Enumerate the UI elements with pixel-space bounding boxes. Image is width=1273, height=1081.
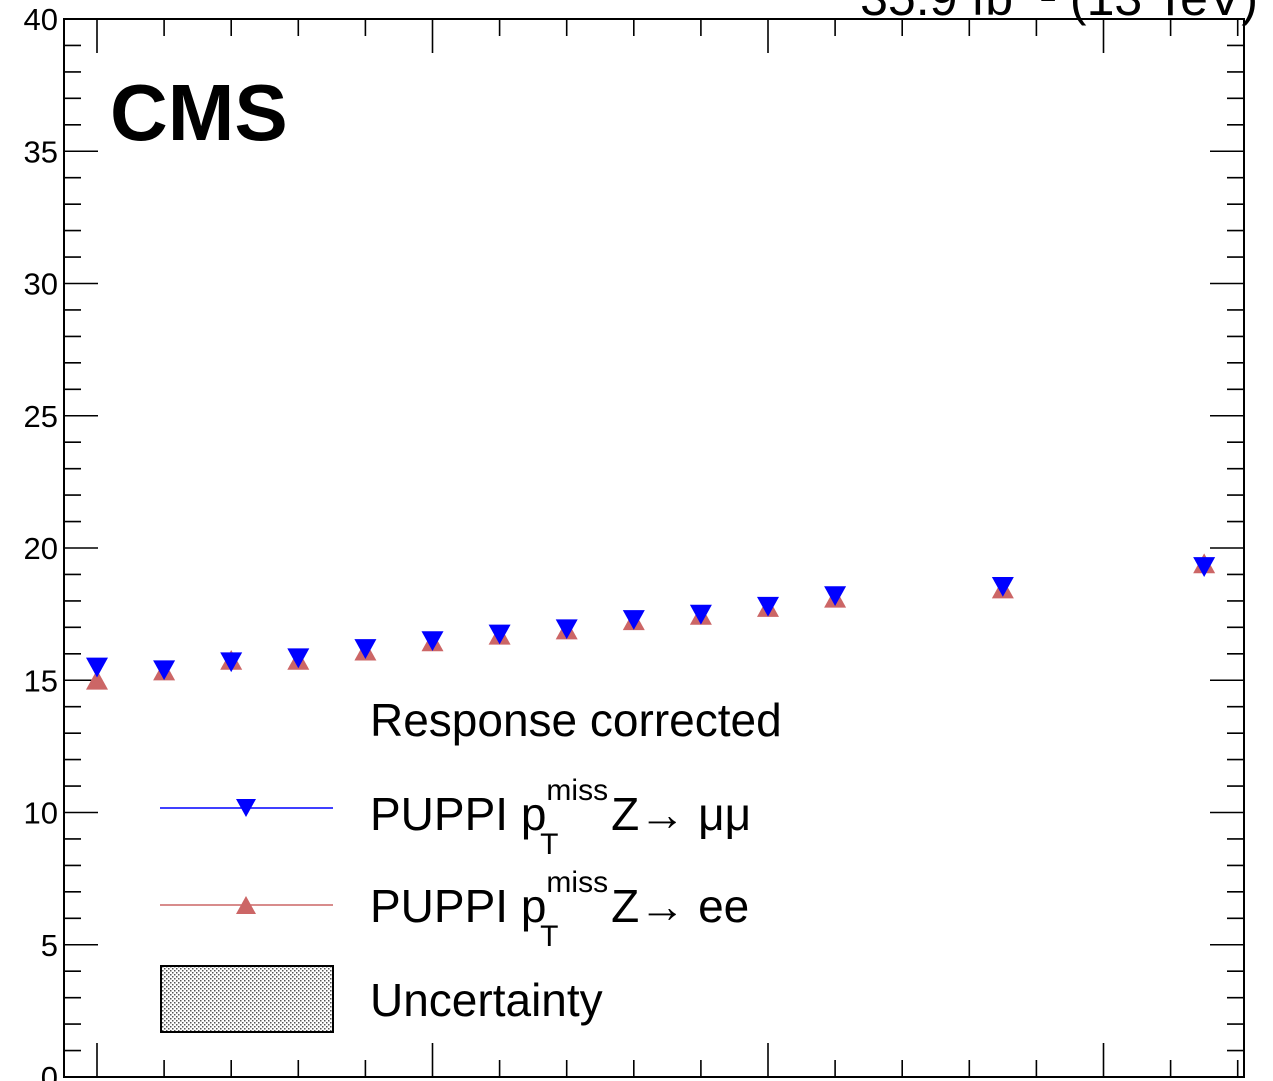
legend-entry-uncertainty: Uncertainty xyxy=(160,965,603,1033)
y-tick-labels: 0 5 10 15 20 25 30 35 40 xyxy=(24,2,58,1081)
legend-entry-mumu: PUPPI pmiss T Z→ μμ xyxy=(160,774,751,861)
legend: Response corrected PUPPI pmiss T Z→ μμ PU… xyxy=(160,694,782,1033)
y-tick-label: 35 xyxy=(24,134,58,169)
legend-uncertainty-swatch xyxy=(160,965,334,1033)
legend-label-mumu: PUPPI pmiss T Z→ μμ xyxy=(370,774,751,861)
y-tick-label: 15 xyxy=(24,663,58,698)
y-tick-label: 5 xyxy=(41,928,58,963)
data-point-mumu xyxy=(421,631,444,652)
data-point-ee xyxy=(86,669,108,690)
data-point-mumu xyxy=(220,652,243,673)
y-tick-label: 40 xyxy=(24,2,58,37)
data-point-mumu xyxy=(153,660,176,681)
data-markers xyxy=(86,553,1216,690)
data-point-mumu xyxy=(622,610,645,630)
plot-axes xyxy=(63,18,1245,1078)
legend-label-ee: PUPPI pmiss T Z→ ee xyxy=(370,866,749,953)
y-tick-label: 30 xyxy=(24,267,58,302)
data-point-mumu xyxy=(689,604,712,625)
data-point-mumu xyxy=(555,619,578,640)
data-point-mumu xyxy=(1193,557,1216,577)
y-tick-label: 25 xyxy=(24,399,58,434)
legend-marker-mumu xyxy=(236,799,256,817)
legend-marker-ee xyxy=(236,896,256,914)
y-tick-label: 10 xyxy=(24,796,58,831)
data-point-mumu xyxy=(757,596,779,617)
data-point-mumu xyxy=(488,624,511,645)
y-tick-label: 0 xyxy=(41,1060,58,1081)
data-point-mumu xyxy=(991,577,1014,597)
cms-label: CMS xyxy=(110,68,288,157)
data-point-mumu xyxy=(287,648,310,669)
legend-entry-ee: PUPPI pmiss T Z→ ee xyxy=(160,866,749,953)
legend-header: Response corrected xyxy=(370,694,782,746)
data-point-mumu xyxy=(86,657,108,678)
data-point-mumu xyxy=(824,586,847,607)
data-point-mumu xyxy=(354,639,377,659)
y-tick-label: 20 xyxy=(24,531,58,566)
lumi-label: 35.9 fb⁻¹ (13 TeV) xyxy=(860,0,1258,26)
legend-label-uncertainty: Uncertainty xyxy=(370,974,603,1026)
